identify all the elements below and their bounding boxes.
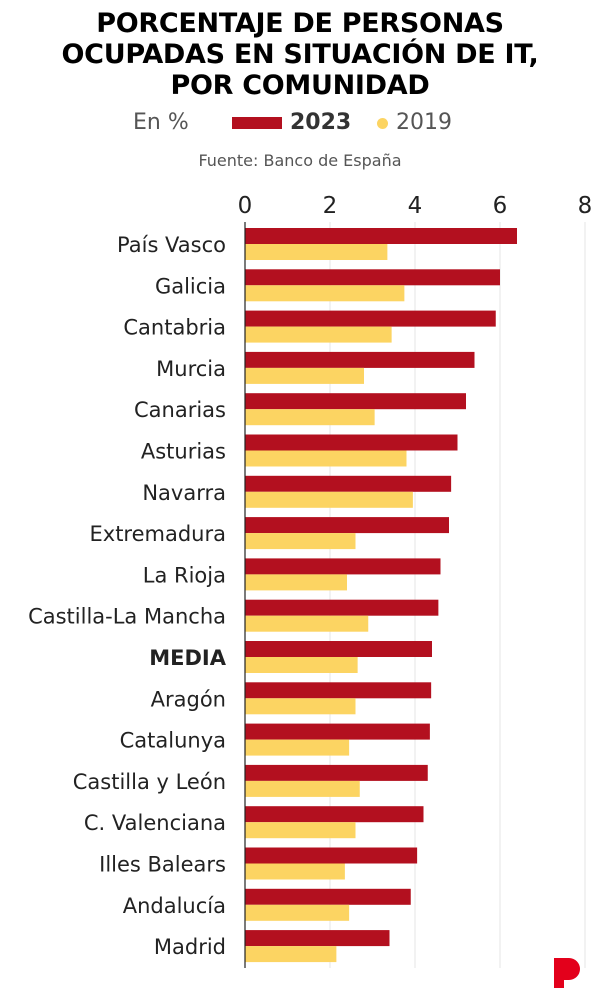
bar-2019 [245,450,407,467]
category-label: Murcia [156,357,226,381]
category-label: Illes Balears [99,853,226,877]
category-label: La Rioja [143,563,226,587]
category-label: País Vasco [117,233,226,257]
category-label: Castilla-La Mancha [28,605,226,629]
x-tick-label: 8 [578,193,593,219]
bar-2023 [245,847,418,864]
x-tick-label: 2 [323,193,338,219]
legend-label-2023: 2023 [290,110,352,135]
bar-2019 [245,615,369,632]
category-label: Galicia [155,274,226,298]
category-label: C. Valenciana [84,811,226,835]
category-label: Aragón [151,687,226,711]
source-note: Fuente: Banco de España [198,151,402,170]
bar-2023 [245,641,432,657]
bar-2019 [245,409,375,426]
bar-2019 [245,904,350,921]
category-label: Canarias [134,398,226,422]
bar-2023 [245,764,428,781]
bar-2019 [245,698,356,715]
category-label: Asturias [141,440,226,464]
unit-label: En % [133,110,189,135]
bar-2019 [245,533,356,550]
category-label: Navarra [142,481,226,505]
bar-2019 [245,863,345,880]
category-label: Catalunya [120,729,226,753]
bar-2019 [245,367,364,384]
bar-2023 [245,682,432,699]
bar-2023 [245,558,441,575]
title-line-2: OCUPADAS EN SITUACIÓN DE IT, [61,39,539,70]
category-label: MEDIA [149,646,226,670]
x-tick-label: 6 [493,193,508,219]
chart-legend: En % 2023 2019 [0,110,600,140]
bar-2019 [245,739,350,756]
category-label: Madrid [154,935,226,959]
bar-2023 [245,434,458,451]
bar-2023 [245,310,496,327]
category-label: Andalucía [123,894,226,918]
publisher-logo [552,956,582,995]
category-label: Cantabria [123,316,226,340]
x-tick-label: 0 [238,193,253,219]
bar-2019 [245,244,388,260]
bar-2023 [245,517,449,534]
legend-dot-2019 [377,118,388,129]
logo-p-icon [554,958,580,988]
category-label: Extremadura [90,522,227,546]
bar-2023 [245,351,475,368]
legend-swatch-2023 [232,117,282,129]
bar-2019 [245,657,358,673]
x-tick-label: 4 [408,193,423,219]
bar-2023 [245,723,430,740]
bar-2023 [245,888,411,905]
category-label: Castilla y León [73,770,226,794]
chart-title: PORCENTAJE DE PERSONAS OCUPADAS EN SITUA… [0,8,600,101]
bar-2023 [245,475,452,492]
bar-2023 [245,599,439,616]
title-line-1: PORCENTAJE DE PERSONAS [96,8,504,39]
bar-2023 [245,930,390,947]
bar-2019 [245,491,413,508]
bar-2019 [245,822,356,839]
bar-2023 [245,806,424,823]
bar-2019 [245,780,360,797]
bar-2023 [245,269,500,286]
bar-2023 [245,393,466,410]
bar-2019 [245,326,392,343]
bar-2019 [245,285,405,302]
bar-2019 [245,574,347,591]
bar-2019 [245,946,337,963]
title-line-3: POR COMUNIDAD [170,70,430,101]
legend-label-2019: 2019 [396,110,452,135]
bar-2023 [245,228,517,244]
